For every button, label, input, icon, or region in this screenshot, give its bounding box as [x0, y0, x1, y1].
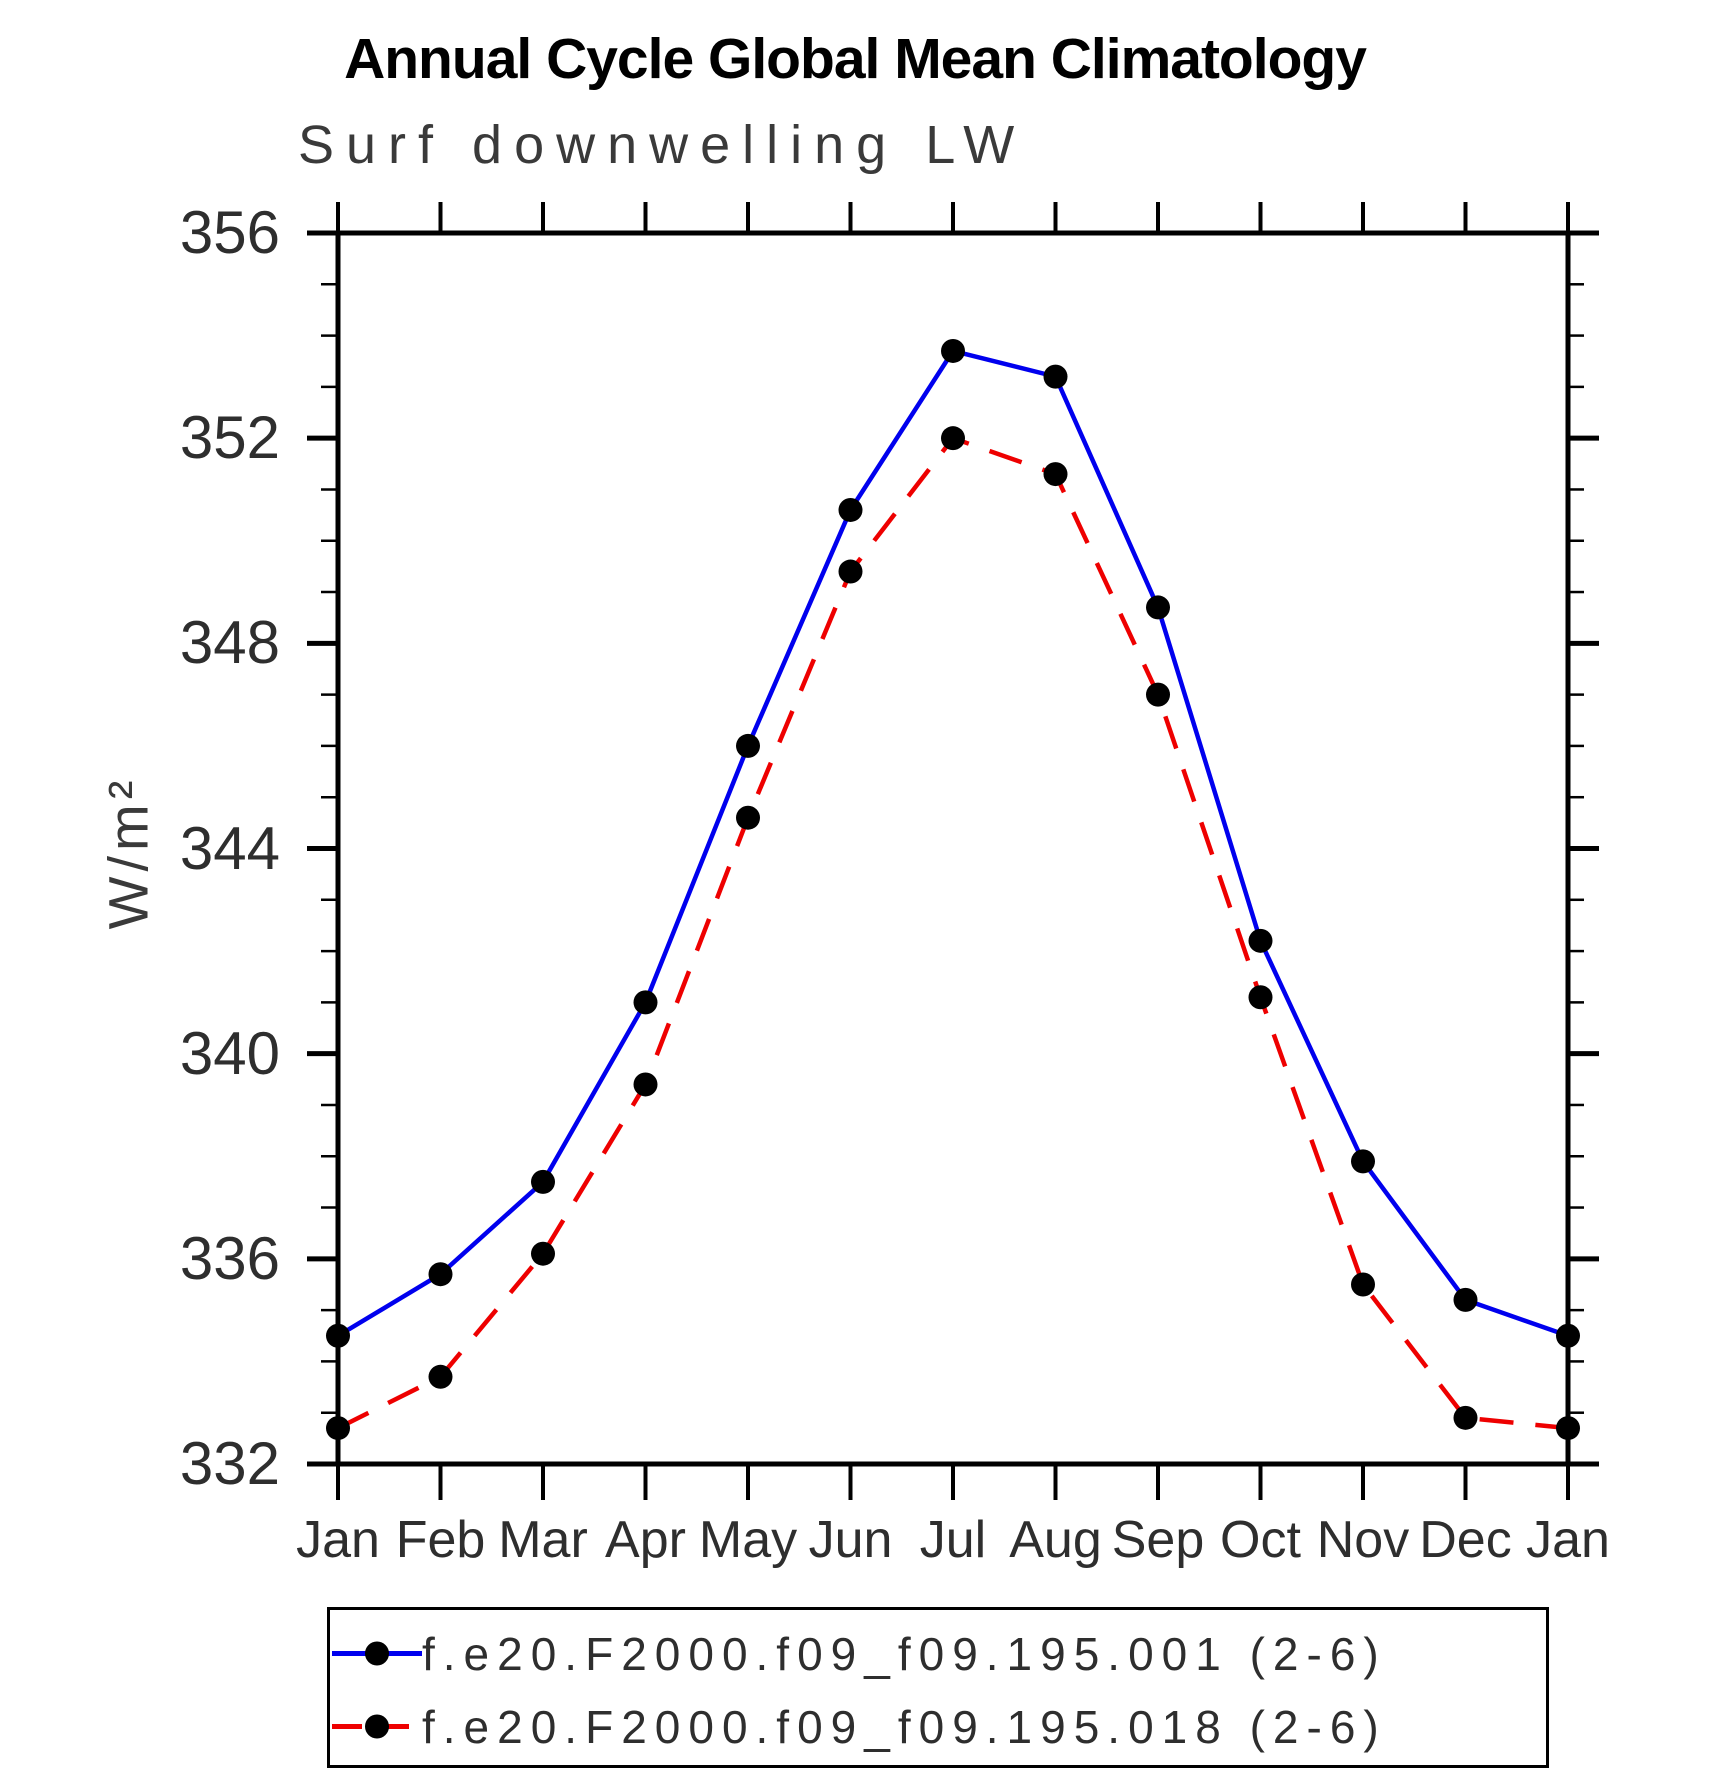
- y-tick-label: 336: [179, 1224, 280, 1292]
- x-tick-label: Mar: [498, 1511, 588, 1569]
- data-point: [428, 1364, 453, 1389]
- series-2: [326, 426, 1580, 1441]
- data-point: [1146, 595, 1170, 620]
- legend-swatch-series2-line-icon: [332, 1714, 422, 1739]
- data-point: [1556, 1323, 1580, 1348]
- data-point: [736, 733, 760, 758]
- chart-title: Annual Cycle Global Mean Climatology: [344, 27, 1367, 91]
- data-point: [1146, 682, 1170, 707]
- y-tick-label: 348: [179, 609, 280, 677]
- data-point: [1043, 462, 1068, 487]
- legend: f.e20.F2000.f09_f09.195.001 (2-6) f.e20.…: [327, 1607, 1549, 1768]
- data-point: [838, 497, 863, 522]
- data-point: [428, 1262, 453, 1287]
- x-tick-label: Aug: [1009, 1511, 1102, 1569]
- y-tick-label: 332: [179, 1430, 280, 1497]
- plot-border: [335, 230, 1571, 1467]
- data-point: [941, 338, 965, 363]
- y-axis-ticks-left: [307, 230, 338, 1467]
- x-tick-label: Nov: [1316, 1511, 1410, 1569]
- legend-swatch-series1-line-icon: [332, 1641, 422, 1666]
- x-tick-label: Jul: [919, 1511, 987, 1569]
- y-tick-label: 344: [179, 814, 280, 882]
- x-tick-label: Oct: [1220, 1511, 1301, 1569]
- legend-label-series1: f.e20.F2000.f09_f09.195.001 (2-6): [422, 1627, 1387, 1680]
- x-axis-ticks-top: [336, 202, 1570, 233]
- x-tick-label: Jun: [808, 1511, 893, 1569]
- data-point: [1351, 1272, 1375, 1297]
- data-point: [633, 990, 658, 1015]
- data-point: [1043, 364, 1068, 389]
- data-point: [1453, 1405, 1478, 1430]
- data-point: [326, 1323, 350, 1348]
- x-tick-label: Dec: [1419, 1511, 1512, 1569]
- x-axis-ticks-bottom: [336, 1464, 1570, 1500]
- legend-item-series1: f.e20.F2000.f09_f09.195.001 (2-6): [330, 1617, 1546, 1690]
- data-point: [1351, 1149, 1375, 1174]
- data-point: [941, 426, 965, 451]
- data-point: [326, 1416, 350, 1441]
- data-point: [1248, 985, 1273, 1010]
- legend-label-series2: f.e20.F2000.f09_f09.195.018 (2-6): [422, 1700, 1387, 1753]
- series-2-line: [336, 435, 1569, 1431]
- x-tick-label: Jan: [1526, 1511, 1610, 1569]
- y-axis-ticks-right: [1568, 230, 1599, 1467]
- y-tick-label: 352: [179, 404, 280, 472]
- legend-item-series2: f.e20.F2000.f09_f09.195.018 (2-6): [330, 1690, 1546, 1763]
- data-point: [1556, 1416, 1580, 1441]
- series-1: [326, 338, 1580, 1348]
- series-1-line: [336, 348, 1569, 1338]
- data-point: [633, 1072, 658, 1097]
- y-tick-label: 340: [179, 1019, 280, 1087]
- data-point: [736, 805, 760, 830]
- x-tick-label: Sep: [1111, 1511, 1205, 1569]
- data-point: [531, 1169, 555, 1194]
- data-point: [531, 1241, 555, 1266]
- x-tick-label: May: [698, 1511, 798, 1569]
- data-point: [1453, 1287, 1478, 1312]
- y-tick-label: 356: [179, 199, 280, 266]
- x-tick-label: Apr: [605, 1511, 686, 1569]
- x-tick-label: Jan: [296, 1511, 380, 1569]
- data-point: [1248, 928, 1273, 953]
- data-point: [838, 559, 863, 584]
- chart-subtitle: Surf downwelling LW: [298, 115, 1027, 175]
- x-tick-label: Feb: [395, 1511, 486, 1569]
